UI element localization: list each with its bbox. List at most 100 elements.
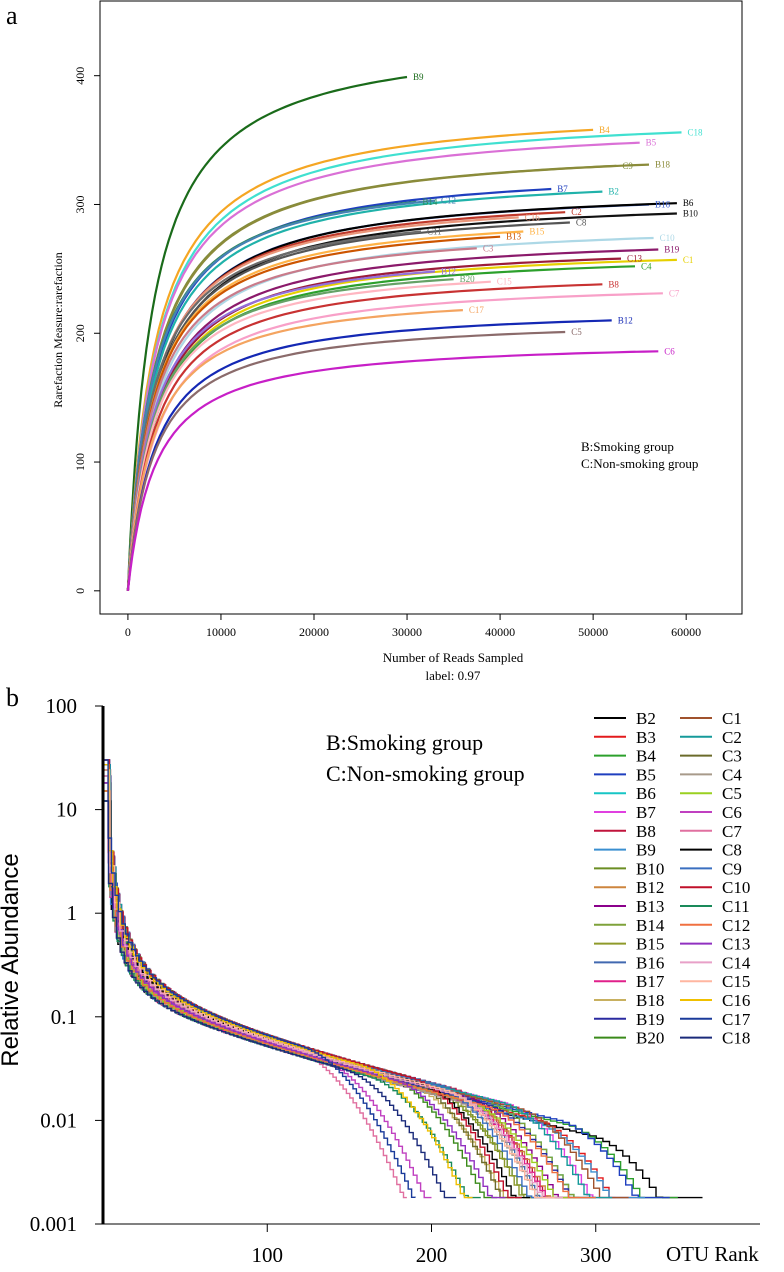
y-tick-label: 200 [73,324,87,342]
series-label-C5: C5 [571,327,582,337]
legend-label-B16: B16 [636,953,664,972]
legend-label-C14: C14 [722,953,751,972]
legend-label-B10: B10 [636,859,664,878]
legend-label-C13: C13 [722,935,750,954]
series-line-C17 [126,309,463,591]
series-line-C3 [126,247,477,591]
x-tick-label: 30000 [392,625,422,639]
series-label-C4: C4 [641,261,652,271]
legend-label-B13: B13 [636,897,664,916]
series-label-B9: B9 [413,72,424,82]
series-label-C17: C17 [469,305,485,315]
series-line-C11 [126,230,422,591]
series-line-B8 [126,283,603,591]
series-label-B20: B20 [460,274,476,284]
legend-label-C4: C4 [722,765,742,784]
y-tick-label: 100 [73,453,87,471]
legend-label-C15: C15 [722,972,750,991]
legend-label-C5: C5 [722,784,742,803]
series-line-C5 [126,330,566,591]
series-label-C13: C13 [627,254,643,264]
x-tick-label: 50000 [578,625,608,639]
series-label-B4: B4 [599,125,610,135]
series-line-B7 [104,764,616,1199]
legend-label-C11: C11 [722,897,750,916]
panel-b-y-axis: 0.001 0.01 0.1 1 10 100 [30,694,103,1236]
panel-b-series-lines [104,759,703,1199]
series-label-B10: B10 [683,208,699,218]
legend-label-B19: B19 [636,1010,664,1029]
series-label-C2: C2 [571,207,582,217]
series-line-C2 [104,764,613,1199]
panel-a-series-lines [126,75,682,591]
series-line-B13 [104,775,580,1199]
legend-label-B15: B15 [636,935,664,954]
series-line-B5 [126,141,640,591]
series-label-B15: B15 [529,227,545,237]
series-label-B19: B19 [664,245,680,255]
series-line-C12 [126,199,436,591]
legend-label-B5: B5 [636,765,656,784]
panel-a-legend-line-1: B:Smoking group [581,439,674,454]
series-line-B19 [104,782,596,1199]
x-tick-label: 200 [416,1243,448,1267]
legend-label-B7: B7 [636,803,656,822]
x-tick-label: 60000 [671,625,701,639]
panel-a-subtitle: label: 0.97 [426,668,481,683]
legend-label-C1: C1 [722,709,742,728]
series-line-C15 [126,280,491,591]
panel-b-y-axis-title: Relative Abundance [0,853,24,1067]
panel-b-rank-abundance-chart: b 0.001 0.01 0.1 1 10 100 100 200 300 B:Smoking… [0,683,760,1267]
series-label-C10: C10 [660,233,676,243]
legend-label-B9: B9 [636,841,656,860]
panel-a-legend-line-2: C:Non-smoking group [581,456,698,471]
x-tick-label: 100 [252,1243,284,1267]
panel-b-label: b [6,683,19,712]
series-label-C11: C11 [427,227,442,237]
legend-label-B17: B17 [636,972,665,991]
legend-label-B20: B20 [636,1029,664,1048]
series-line-B6 [104,769,596,1199]
series-line-C13 [104,782,506,1199]
legend-label-C3: C3 [722,747,742,766]
legend-label-B6: B6 [636,784,656,803]
x-tick-label: 300 [580,1243,612,1267]
legend-label-C17: C17 [722,1010,751,1029]
series-line-B14 [104,769,596,1199]
series-line-B9 [126,75,408,591]
series-line-C18 [104,800,457,1199]
series-line-C17 [104,759,416,1198]
series-line-C10 [104,759,522,1199]
panel-b-x-axis-title: OTU Rank [666,1242,759,1266]
series-line-C14 [104,775,563,1199]
series-label-C6: C6 [664,346,675,356]
series-label-C1: C1 [683,255,694,265]
series-label-C9: C9 [622,161,633,171]
series-label-B13: B13 [506,232,522,242]
legend-label-C6: C6 [722,803,742,822]
series-label-B14: B14 [422,197,438,207]
legend-label-C7: C7 [722,822,742,841]
y-tick-label: 0.01 [40,1108,77,1132]
x-tick-label: 0 [125,625,131,639]
y-tick-label: 0.001 [30,1212,77,1236]
legend-label-C10: C10 [722,878,750,897]
series-line-B12 [126,319,612,591]
legend-label-B3: B3 [636,728,656,747]
legend-label-B14: B14 [636,916,665,935]
legend-label-B8: B8 [636,822,656,841]
series-label-C18: C18 [688,127,704,137]
panel-a-x-axis: 0 10000 20000 30000 40000 50000 60000 [125,614,701,639]
series-label-C15: C15 [497,277,513,287]
panel-b-x-axis: 100 200 300 [252,1224,612,1267]
y-tick-label: 400 [73,67,87,85]
panel-a-plot-frame [99,0,743,615]
series-line-B6 [126,202,677,591]
panel-b-series-legend: B2B3B4B5B6B7B8B9B10B12B13B14B15B16B17B18… [594,709,751,1048]
series-label-B2: B2 [608,187,619,197]
legend-label-C8: C8 [722,841,742,860]
series-label-B12: B12 [618,315,633,325]
panel-a-y-axis: 0 100 200 300 400 [73,67,100,594]
